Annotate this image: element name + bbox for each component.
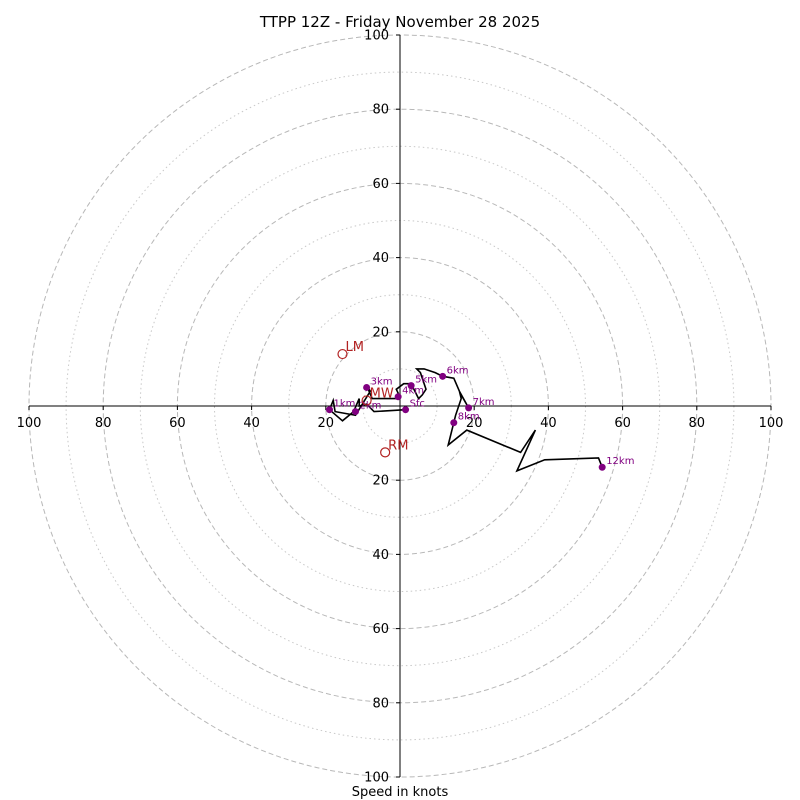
height-point-marker: [407, 382, 415, 390]
x-tick-label: 60: [169, 416, 186, 431]
height-point-label: 6km: [447, 365, 469, 376]
height-point-marker: [402, 406, 410, 414]
height-point-marker: [465, 404, 473, 412]
y-tick-label: 60: [372, 177, 389, 192]
height-point-label: 5km: [415, 375, 437, 386]
storm-motion-marker: [337, 348, 348, 360]
height-point-label: 12km: [606, 456, 634, 467]
y-tick-label: 80: [372, 696, 389, 711]
y-tick-label: 20: [372, 474, 389, 489]
y-tick-label: 40: [372, 251, 389, 266]
storm-motion-marker: [361, 395, 372, 406]
x-tick-label: 80: [95, 416, 112, 431]
storm-motion-marker: [380, 447, 391, 458]
height-point-label: 4km: [402, 386, 424, 397]
height-point-label: 7km: [473, 397, 495, 408]
storm-motion-markers: LM MW RM: [337, 340, 408, 458]
x-tick-label: 40: [540, 416, 557, 431]
storm-motion-label: RM: [388, 438, 408, 453]
y-tick-label: 40: [372, 548, 389, 563]
height-point-marker: [363, 383, 371, 391]
height-point-marker: [598, 463, 606, 471]
height-point-label: 3km: [371, 376, 393, 387]
height-point-marker: [394, 393, 402, 401]
chart-title: TTPP 12Z - Friday November 28 2025: [259, 13, 540, 31]
y-tick-label: 60: [372, 622, 389, 637]
height-point-label: 2km: [359, 401, 381, 412]
x-tick-label: 20: [318, 416, 335, 431]
x-tick-label: 100: [17, 416, 42, 431]
height-point-marker: [351, 408, 359, 416]
height-point-label: 8km: [458, 412, 480, 423]
storm-motion-label: MW: [370, 386, 394, 401]
height-point-marker: [326, 406, 334, 414]
y-tick-label: 100: [364, 29, 389, 44]
x-tick-label: 40: [243, 416, 260, 431]
x-tick-label: 100: [759, 416, 784, 431]
y-tick-label: 100: [364, 771, 389, 786]
x-tick-label: 80: [689, 416, 706, 431]
height-point-label: Sfc: [410, 399, 425, 410]
height-point-label: 1km: [334, 399, 356, 410]
x-axis-label: Speed in knots: [352, 785, 449, 800]
storm-motion-label: LM: [345, 340, 363, 355]
tick-labels: 100 80 60 40 20 20 40 60 80 100 100 80 60 40 20 20 40 60 8…: [17, 29, 784, 786]
axes: [28, 34, 772, 778]
y-tick-label: 20: [372, 325, 389, 340]
x-tick-label: 20: [466, 416, 483, 431]
y-tick-label: 80: [372, 103, 389, 118]
x-tick-label: 60: [614, 416, 631, 431]
height-point-marker: [450, 419, 458, 427]
height-point-marker: [439, 372, 447, 380]
